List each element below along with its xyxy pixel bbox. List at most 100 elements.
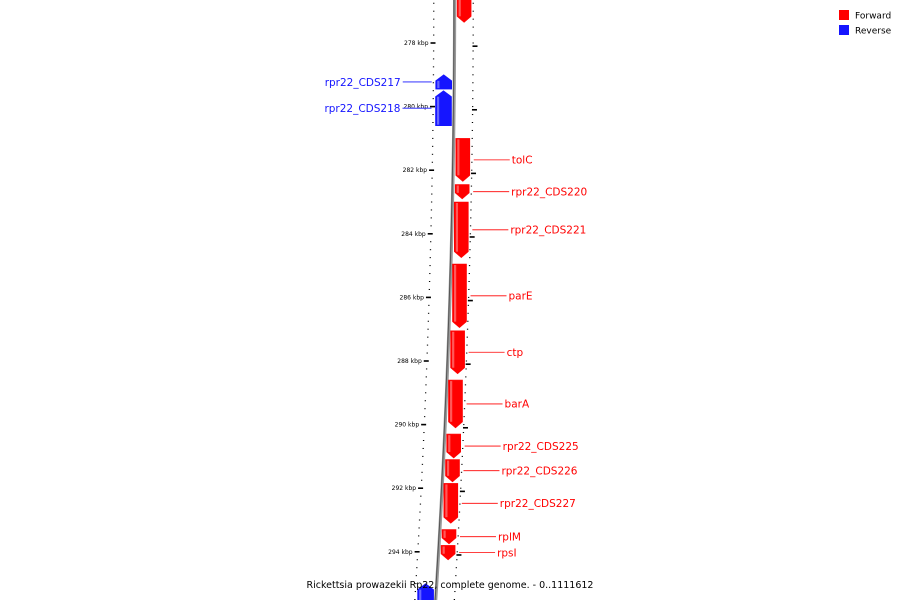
gene-rpr22_CDS226[interactable]: rpr22_CDS226	[445, 459, 578, 483]
gene-arrow[interactable]	[446, 433, 462, 459]
gene-arrow[interactable]	[435, 74, 453, 90]
gene-arrow[interactable]	[454, 184, 470, 200]
minor-tick	[464, 400, 466, 402]
major-tick	[425, 296, 431, 299]
minor-tick	[432, 122, 434, 123]
minor-tick	[418, 527, 420, 529]
gene-label[interactable]: rpsI	[497, 547, 517, 559]
minor-tick	[430, 209, 433, 211]
gene-arrow[interactable]	[456, 0, 472, 23]
minor-tick	[469, 249, 471, 251]
gene-highlight	[454, 265, 457, 322]
minor-tick	[471, 153, 473, 155]
gene-arrow[interactable]	[443, 483, 459, 524]
gene-rpr22_CDS225[interactable]: rpr22_CDS225	[446, 433, 579, 459]
major-tick	[429, 169, 435, 171]
gene-feature-14[interactable]	[417, 583, 434, 600]
minor-tick	[462, 447, 464, 449]
minor-tick	[428, 281, 431, 282]
legend-swatch-reverse	[839, 25, 849, 35]
gene-arrow[interactable]	[450, 330, 465, 375]
gene-label[interactable]: rpr22_CDS220	[511, 186, 587, 198]
minor-tick	[471, 161, 473, 163]
minor-tick	[432, 74, 435, 76]
tick-label: 292 kbp	[392, 485, 417, 492]
gene-arrow[interactable]	[440, 545, 456, 561]
gene-rpr22_CDS220[interactable]: rpr22_CDS220	[454, 184, 587, 200]
minor-tick	[465, 360, 468, 362]
gene-barA[interactable]: barA	[448, 379, 530, 429]
minor-tick	[472, 90, 474, 92]
gene-arrow[interactable]	[453, 201, 469, 258]
backbone-line	[434, 0, 457, 600]
gene-label[interactable]: barA	[505, 399, 530, 411]
gene-highlight	[436, 96, 440, 125]
gene-rplM[interactable]: rplM	[441, 529, 521, 545]
gene-label[interactable]: parE	[509, 291, 533, 303]
minor-tick	[461, 463, 463, 465]
gene-arrow[interactable]	[417, 583, 434, 600]
gene-arrow[interactable]	[448, 379, 463, 429]
minor-tick	[425, 368, 428, 370]
minor-tick	[466, 328, 469, 330]
gene-label[interactable]: rpr22_CDS217	[325, 77, 401, 89]
minor-tick	[460, 471, 463, 473]
gene-arrow[interactable]	[435, 90, 452, 126]
minor-tick	[470, 209, 472, 211]
gene-label[interactable]: rpr22_CDS225	[503, 441, 579, 453]
minor-tick	[460, 487, 462, 489]
minor-tick	[468, 265, 471, 267]
tick-label: 294 kbp	[388, 549, 413, 556]
gene-label[interactable]: ctp	[507, 347, 524, 359]
gene-arrow[interactable]	[452, 263, 467, 328]
gene-highlight	[445, 484, 448, 518]
minor-tick	[430, 201, 433, 203]
gene-parE[interactable]: parE	[452, 263, 533, 328]
gene-arrow[interactable]	[441, 529, 457, 545]
minor-tick	[471, 145, 473, 147]
gene-highlight	[437, 80, 440, 89]
gene-label[interactable]: tolC	[512, 155, 533, 167]
backbone-ruler: 278 kbp 280 kbp 282 kbp 284 kbp 286 kbp 288 k…	[388, 0, 478, 600]
gene-rpsI[interactable]: rpsI	[440, 545, 517, 561]
gene-highlight	[452, 331, 455, 368]
gene-label[interactable]: rplM	[498, 531, 521, 543]
gene-rpr22_CDS221[interactable]: rpr22_CDS221	[453, 201, 586, 258]
gene-tolC[interactable]: tolC	[455, 138, 533, 182]
minor-tick	[428, 304, 430, 306]
gene-ctp[interactable]: ctp	[450, 330, 524, 375]
minor-tick	[431, 177, 433, 179]
gene-label[interactable]: rpr22_CDS227	[500, 498, 576, 510]
gene-label[interactable]: rpr22_CDS221	[510, 225, 586, 237]
legend: Forward Reverse	[839, 10, 892, 37]
minor-tick	[469, 233, 472, 235]
tick-label: 288 kbp	[397, 358, 422, 365]
minor-tick	[472, 98, 474, 100]
minor-tick	[470, 201, 472, 203]
minor-tick	[470, 185, 473, 187]
tick-label: 286 kbp	[400, 294, 425, 301]
major-tick	[423, 360, 429, 362]
minor-tick	[431, 153, 434, 155]
gene-feature-0[interactable]	[456, 0, 472, 23]
minor-tick	[472, 42, 474, 44]
minor-tick	[472, 34, 474, 36]
gene-label[interactable]: rpr22_CDS218	[324, 103, 400, 115]
gene-rpr22_CDS218[interactable]: rpr22_CDS218	[324, 90, 452, 126]
minor-tick	[468, 281, 470, 282]
minor-tick	[470, 177, 473, 179]
minor-tick	[460, 479, 462, 481]
minor-tick	[461, 455, 463, 457]
minor-tick	[459, 503, 461, 505]
gene-rpr22_CDS217[interactable]: rpr22_CDS217	[325, 74, 453, 90]
gene-rpr22_CDS227[interactable]: rpr22_CDS227	[443, 483, 576, 524]
minor-tick	[429, 273, 431, 275]
gene-arrow[interactable]	[455, 138, 471, 182]
gene-arrow[interactable]	[445, 459, 460, 483]
minor-tick	[470, 193, 472, 195]
minor-tick	[458, 511, 461, 513]
minor-tick	[430, 225, 432, 227]
minor-tick	[422, 440, 425, 441]
legend-label-forward: Forward	[855, 12, 891, 22]
gene-label[interactable]: rpr22_CDS226	[501, 466, 577, 478]
